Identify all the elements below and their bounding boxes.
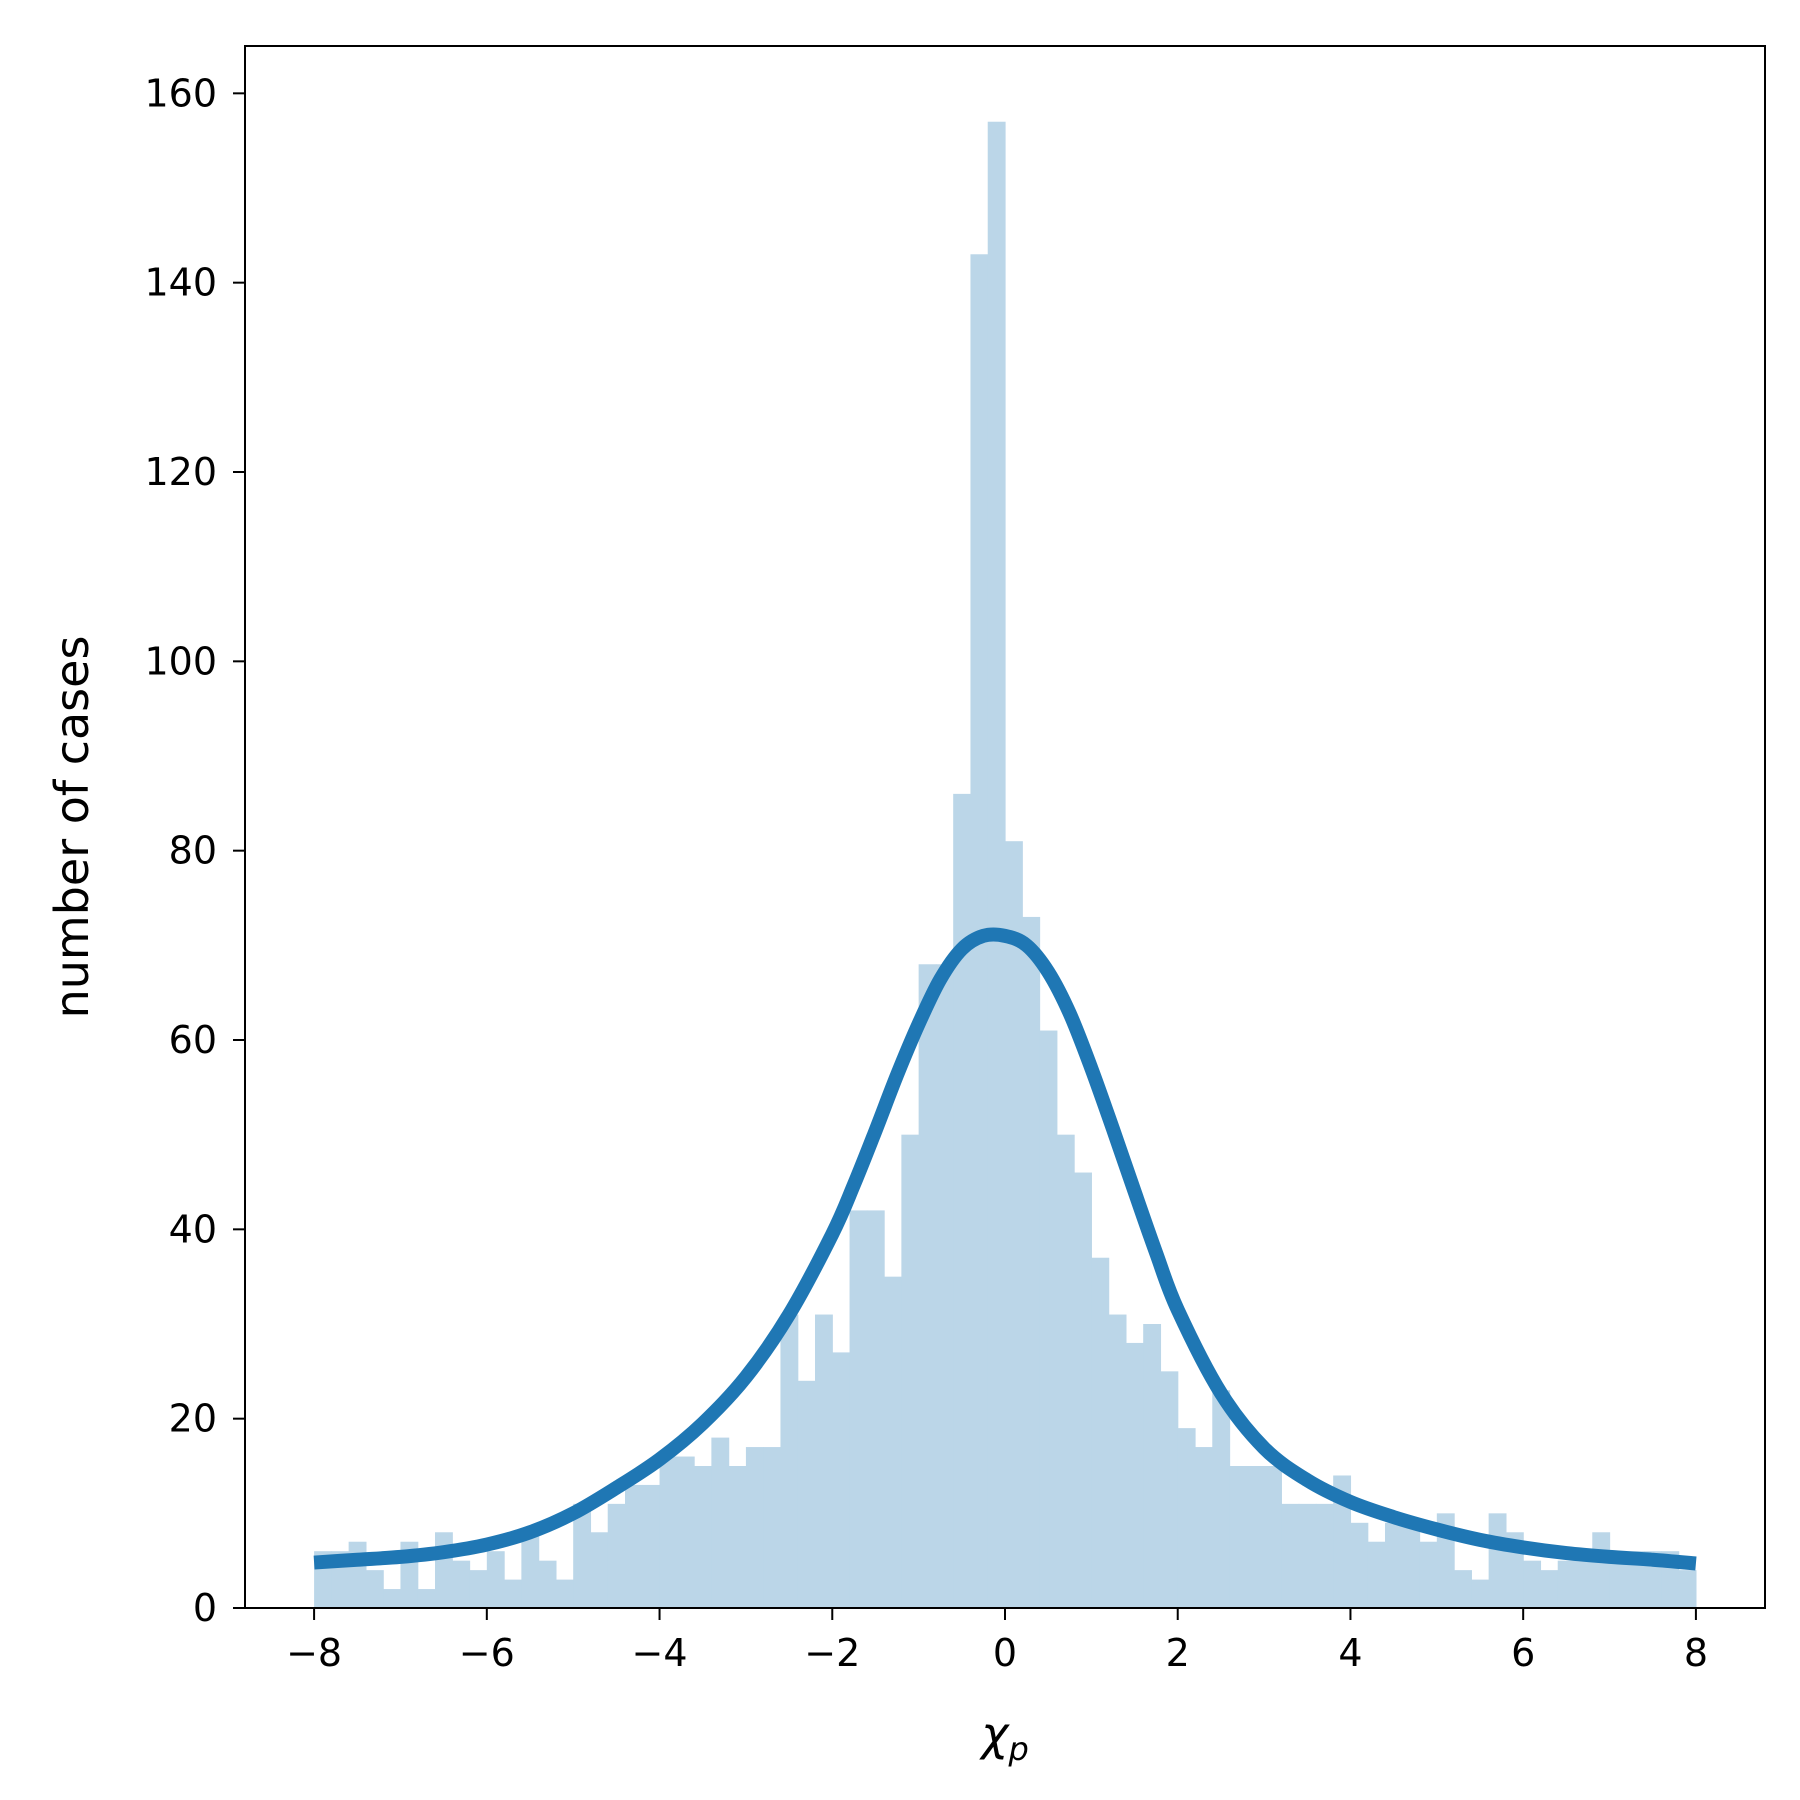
histogram-bar [987,121,1006,1609]
y-axis-ticks: 0 20 40 60 80 100 120 140 160 [144,71,245,1630]
y-axis-title: number of cases [45,636,99,1019]
histogram-bar [1005,841,1023,1608]
x-tick-label: −8 [286,1631,342,1675]
histogram-bar [1540,1570,1559,1608]
histogram-bars [314,121,1697,1609]
histogram-bar [918,964,937,1608]
histogram-bar [815,1314,833,1608]
histogram-bar [625,1484,643,1608]
x-tick-label: 8 [1684,1631,1708,1675]
histogram-bar [1108,1314,1127,1608]
histogram-bar [1575,1551,1593,1608]
histogram-bar [1074,1172,1092,1608]
histogram-bar [1229,1466,1248,1608]
histogram-bar [383,1589,402,1608]
histogram-bar [866,1210,885,1608]
histogram-bar [486,1551,505,1608]
histogram-bar [728,1466,747,1608]
histogram-bar [1177,1428,1196,1608]
histogram-bar [417,1589,436,1608]
y-tick-label: 40 [169,1207,217,1251]
histogram-bar [573,1503,592,1608]
x-tick-label: −4 [632,1631,688,1675]
histogram-bar [1125,1342,1144,1608]
histogram-bar [504,1579,522,1608]
y-tick-label: 140 [144,261,217,305]
histogram-bar [953,793,972,1608]
histogram-bar [1281,1503,1300,1608]
histogram-bar [555,1579,574,1608]
histogram-bar [1039,1030,1058,1608]
histogram-bar [469,1570,488,1608]
histogram-bar [935,964,954,1608]
histogram-bar [780,1314,799,1608]
histogram-bar [1333,1475,1352,1608]
histogram-bar [1385,1522,1403,1608]
histogram-bar [1419,1541,1438,1608]
histogram-bar [1402,1522,1421,1608]
histogram-bar [1091,1257,1110,1608]
histogram-bar [1022,916,1041,1608]
histogram-bar [1056,1134,1075,1608]
x-tick-label: 6 [1511,1631,1535,1675]
histogram-bar [642,1484,661,1608]
histogram-bar [1454,1570,1472,1608]
histogram-bar [607,1503,626,1608]
histogram-bar [1592,1532,1611,1608]
fit-curve [313,927,1697,1571]
histogram-bar [884,1276,902,1608]
histogram-bar [1350,1522,1369,1608]
histogram-bar [901,1134,920,1608]
histogram-bar [694,1466,712,1608]
histogram-bar [711,1437,730,1608]
histogram-bar [1264,1466,1282,1608]
histogram-bar [1160,1371,1179,1608]
histogram-bar [538,1560,557,1608]
histogram-bar [849,1210,868,1608]
x-axis-title: χp [978,1707,1029,1768]
x-tick-label: 4 [1338,1631,1362,1675]
histogram-bar [676,1456,695,1608]
y-tick-label: 160 [144,71,217,115]
histogram-bar [745,1447,764,1608]
histogram-bar [1678,1570,1697,1608]
histogram-bar [348,1541,367,1608]
x-tick-label: −2 [804,1631,860,1675]
histogram-bar [1609,1560,1628,1608]
histogram-bar [1315,1503,1334,1608]
histogram-bar [1298,1503,1317,1608]
y-tick-label: 60 [169,1018,217,1062]
histogram-bar [1488,1513,1507,1608]
histogram-bar [1557,1560,1576,1608]
y-tick-label: 20 [169,1397,217,1441]
histogram-bar [1246,1466,1265,1608]
x-tick-label: 0 [993,1631,1017,1675]
histogram-bar [1212,1390,1231,1608]
histogram-bar [1143,1324,1162,1608]
x-axis-ticks: −8 −6 −4 −2 0 2 4 6 8 [286,1608,1708,1675]
y-tick-label: 100 [144,639,217,683]
histogram-bar [590,1532,609,1608]
x-tick-label: −6 [459,1631,515,1675]
y-tick-label: 120 [144,450,217,494]
y-tick-label: 0 [193,1586,217,1630]
histogram-bar [1195,1447,1213,1608]
histogram-bar [659,1456,678,1608]
histogram-bar [521,1532,540,1608]
histogram-bar [763,1447,782,1608]
histogram-bar [435,1532,453,1608]
x-axis-title-subscript: p [1007,1730,1028,1768]
histogram-bar [452,1560,471,1608]
histogram-bar [1471,1579,1490,1608]
histogram-bar [1367,1541,1386,1608]
histogram-bar [1523,1560,1542,1608]
x-tick-label: 2 [1166,1631,1190,1675]
y-tick-label: 80 [169,829,217,873]
histogram-bar [832,1352,851,1608]
histogram-bar [365,1570,384,1608]
histogram-bar [797,1380,816,1608]
